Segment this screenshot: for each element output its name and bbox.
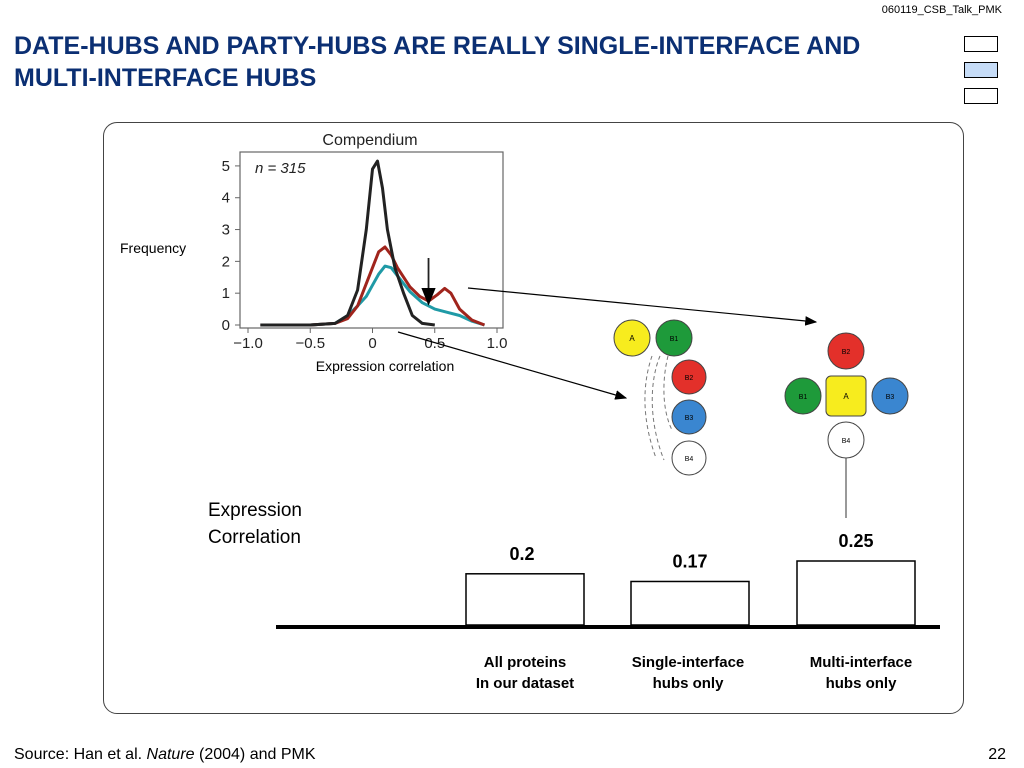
bar-category-label-1-line-1: Single-interface — [632, 654, 745, 671]
multi-hub-node-b1 — [784, 377, 822, 415]
bar-chart-ylabel-line-1: Expression — [208, 500, 302, 521]
line-chart-ytick-label: 5 — [222, 158, 230, 175]
bar-category-label-0-line-1: All proteins — [484, 654, 567, 671]
line-chart-ytick-label: 3 — [222, 222, 230, 239]
multi-hub-node-a — [825, 375, 867, 417]
single-hub-label-b1: B1 — [670, 336, 679, 343]
line-chart-xlabel: Expression correlation — [316, 358, 455, 374]
line-chart-ytick-label: 2 — [222, 253, 230, 270]
slide-title: DATE-HUBS AND PARTY-HUBS ARE REALLY SING… — [14, 30, 954, 94]
line-chart-ytick-label: 1 — [222, 285, 230, 302]
bar-category-label-2-line-1: Multi-interface — [810, 654, 913, 671]
source-suffix: (2004) and PMK — [194, 746, 316, 763]
footer-source: Source: Han et al. Nature (2004) and PMK — [14, 746, 316, 764]
line-chart-xtick-label: −1.0 — [233, 335, 263, 352]
line-chart-xtick-label: −0.5 — [295, 335, 325, 352]
single-hub-node-a — [613, 319, 651, 357]
single-hub-label-a: A — [629, 334, 635, 343]
source-journal: Nature — [146, 746, 195, 763]
nav-box-3[interactable] — [964, 88, 998, 104]
multi-hub-node-b3 — [871, 377, 909, 415]
bar-0 — [465, 573, 585, 626]
multi-interface-hub-diagram: A B2 B1 B3 B4 — [784, 332, 909, 518]
multi-hub-node-b2 — [827, 332, 865, 370]
single-hub-label-b2: B2 — [685, 375, 694, 382]
line-chart-ytick-label: 0 — [222, 317, 230, 334]
connector-arrow-to-multi-hub — [467, 287, 818, 326]
single-hub-node-b3 — [671, 399, 707, 435]
bar-1 — [630, 580, 750, 626]
single-hub-node-b4 — [671, 440, 707, 476]
bar-value-label-0: 0.2 — [509, 544, 534, 564]
line-chart: Compendium n = 315 Frequency Expression … — [120, 132, 507, 374]
bar-category-label-1-line-2: hubs only — [653, 675, 724, 692]
talk-id: 060119_CSB_Talk_PMK — [881, 4, 1002, 16]
source-prefix: Source: Han et al. — [14, 746, 147, 763]
line-chart-ylabel: Frequency — [120, 240, 186, 256]
title-line-2: MULTI-INTERFACE HUBS — [14, 64, 317, 92]
bar-category-label-0-line-2: In our dataset — [476, 675, 574, 692]
line-chart-xtick-label: 1.0 — [487, 335, 508, 352]
single-hub-label-b3: B3 — [685, 415, 694, 422]
multi-hub-label-a: A — [843, 392, 849, 401]
bar-chart: Expression Correlation 0.2 0.17 0.25 All p… — [208, 500, 940, 692]
single-hub-label-b4: B4 — [685, 456, 694, 463]
line-chart-xtick-label: 0 — [368, 335, 376, 352]
line-chart-xtick-label: 0.5 — [424, 335, 445, 352]
bar-value-label-2: 0.25 — [838, 531, 873, 551]
connector-arrow-to-single-hub — [397, 331, 628, 400]
multi-hub-label-b3: B3 — [886, 394, 895, 401]
page-number: 22 — [988, 746, 1006, 763]
line-chart-title: Compendium — [322, 132, 417, 149]
multi-hub-label-b4: B4 — [842, 438, 851, 445]
nav-box-1[interactable] — [964, 36, 998, 52]
multi-hub-label-b2: B2 — [842, 349, 851, 356]
nav-box-2-active[interactable] — [964, 62, 998, 78]
line-chart-n-annotation: n = 315 — [255, 160, 306, 177]
content-frame — [103, 122, 964, 714]
bar-chart-ylabel-line-2: Correlation — [208, 527, 301, 548]
line-chart-series-0 — [260, 159, 435, 327]
bar-category-label-2-line-2: hubs only — [826, 675, 897, 692]
multi-hub-label-b1: B1 — [799, 394, 808, 401]
line-chart-plot-frame — [239, 151, 504, 329]
single-hub-node-b1 — [655, 319, 693, 357]
line-chart-ytick-label: 4 — [222, 190, 230, 207]
single-interface-hub-diagram: A B1 B2 B3 B4 — [613, 319, 707, 476]
bar-2 — [796, 560, 916, 626]
bar-value-label-1: 0.17 — [672, 551, 707, 571]
title-line-1: DATE-HUBS AND PARTY-HUBS ARE REALLY SING… — [14, 32, 861, 60]
single-hub-node-b2 — [671, 359, 707, 395]
